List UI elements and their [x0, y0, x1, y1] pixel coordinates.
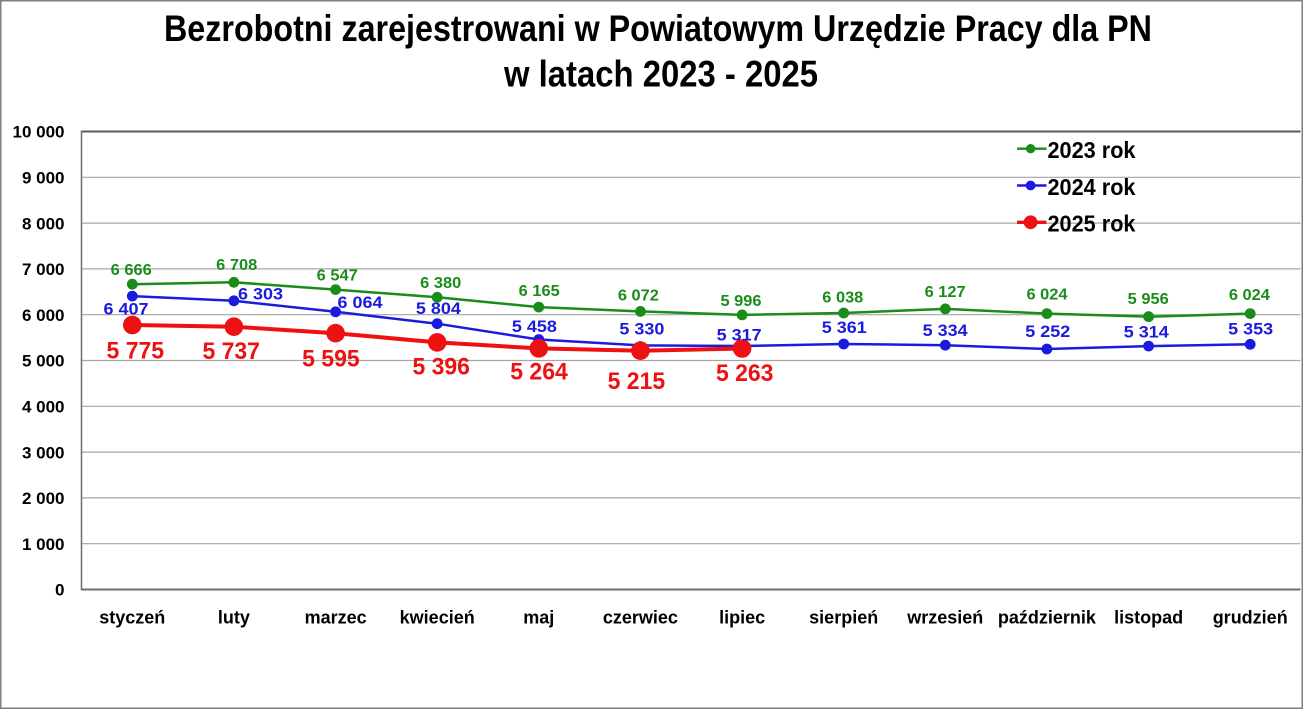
svg-text:5 330: 5 330 [619, 320, 664, 339]
svg-text:10 000: 10 000 [13, 123, 65, 142]
svg-text:czerwiec: czerwiec [603, 608, 678, 628]
svg-text:6 708: 6 708 [216, 257, 257, 274]
svg-text:grudzień: grudzień [1213, 608, 1288, 628]
svg-text:6 380: 6 380 [420, 275, 461, 292]
svg-text:2024 rok: 2024 rok [1048, 174, 1136, 200]
svg-text:2 000: 2 000 [22, 489, 65, 508]
svg-text:5 215: 5 215 [608, 368, 666, 395]
svg-text:6 666: 6 666 [111, 262, 152, 279]
svg-text:Bezrobotni zarejestrowani w Po: Bezrobotni zarejestrowani w Powiatowym U… [164, 8, 1152, 49]
svg-text:październik: październik [998, 608, 1097, 628]
svg-text:kwiecień: kwiecień [400, 608, 475, 628]
svg-text:sierpień: sierpień [809, 608, 878, 628]
svg-text:5 264: 5 264 [510, 359, 568, 386]
svg-text:5 956: 5 956 [1128, 291, 1169, 308]
svg-text:5 458: 5 458 [512, 317, 557, 336]
svg-text:wrzesień: wrzesień [906, 608, 983, 628]
svg-text:w latach 2023 - 2025: w latach 2023 - 2025 [503, 54, 818, 95]
svg-text:5 314: 5 314 [1124, 323, 1170, 342]
svg-text:6 024: 6 024 [1027, 286, 1068, 303]
svg-text:4 000: 4 000 [22, 398, 65, 417]
svg-text:6 127: 6 127 [925, 284, 966, 301]
svg-text:6 000: 6 000 [22, 306, 65, 325]
svg-text:listopad: listopad [1114, 608, 1183, 628]
svg-text:6 165: 6 165 [519, 283, 560, 300]
svg-text:2023 rok: 2023 rok [1048, 137, 1136, 163]
svg-text:6 064: 6 064 [338, 293, 384, 312]
svg-text:6 547: 6 547 [317, 268, 358, 285]
svg-text:5 737: 5 737 [202, 338, 260, 365]
svg-text:7 000: 7 000 [22, 260, 65, 279]
svg-text:6 038: 6 038 [822, 289, 863, 306]
svg-text:styczeń: styczeń [99, 608, 165, 628]
svg-text:6 024: 6 024 [1229, 287, 1270, 304]
svg-text:lipiec: lipiec [719, 608, 765, 628]
svg-text:3 000: 3 000 [22, 443, 65, 462]
svg-text:8 000: 8 000 [22, 214, 65, 233]
svg-text:6 303: 6 303 [238, 284, 283, 303]
svg-text:1 000: 1 000 [22, 535, 65, 554]
svg-text:5 263: 5 263 [716, 360, 774, 387]
svg-text:5 334: 5 334 [923, 321, 969, 340]
svg-text:maj: maj [523, 608, 554, 628]
svg-text:6 407: 6 407 [104, 300, 149, 319]
svg-text:6 072: 6 072 [618, 287, 659, 304]
svg-text:5 775: 5 775 [107, 338, 165, 365]
svg-text:5 595: 5 595 [302, 346, 360, 373]
svg-text:5 317: 5 317 [717, 326, 762, 345]
svg-text:luty: luty [218, 608, 250, 628]
svg-text:5 353: 5 353 [1228, 319, 1273, 338]
svg-text:5 000: 5 000 [22, 352, 65, 371]
svg-text:5 804: 5 804 [416, 299, 462, 318]
svg-text:0: 0 [55, 581, 64, 600]
svg-text:5 361: 5 361 [822, 318, 867, 337]
svg-text:5 396: 5 396 [412, 353, 470, 380]
svg-text:5 252: 5 252 [1025, 322, 1070, 341]
svg-text:2025 rok: 2025 rok [1048, 211, 1136, 237]
svg-text:marzec: marzec [305, 608, 367, 628]
svg-text:5 996: 5 996 [721, 293, 762, 310]
svg-text:9 000: 9 000 [22, 169, 65, 188]
